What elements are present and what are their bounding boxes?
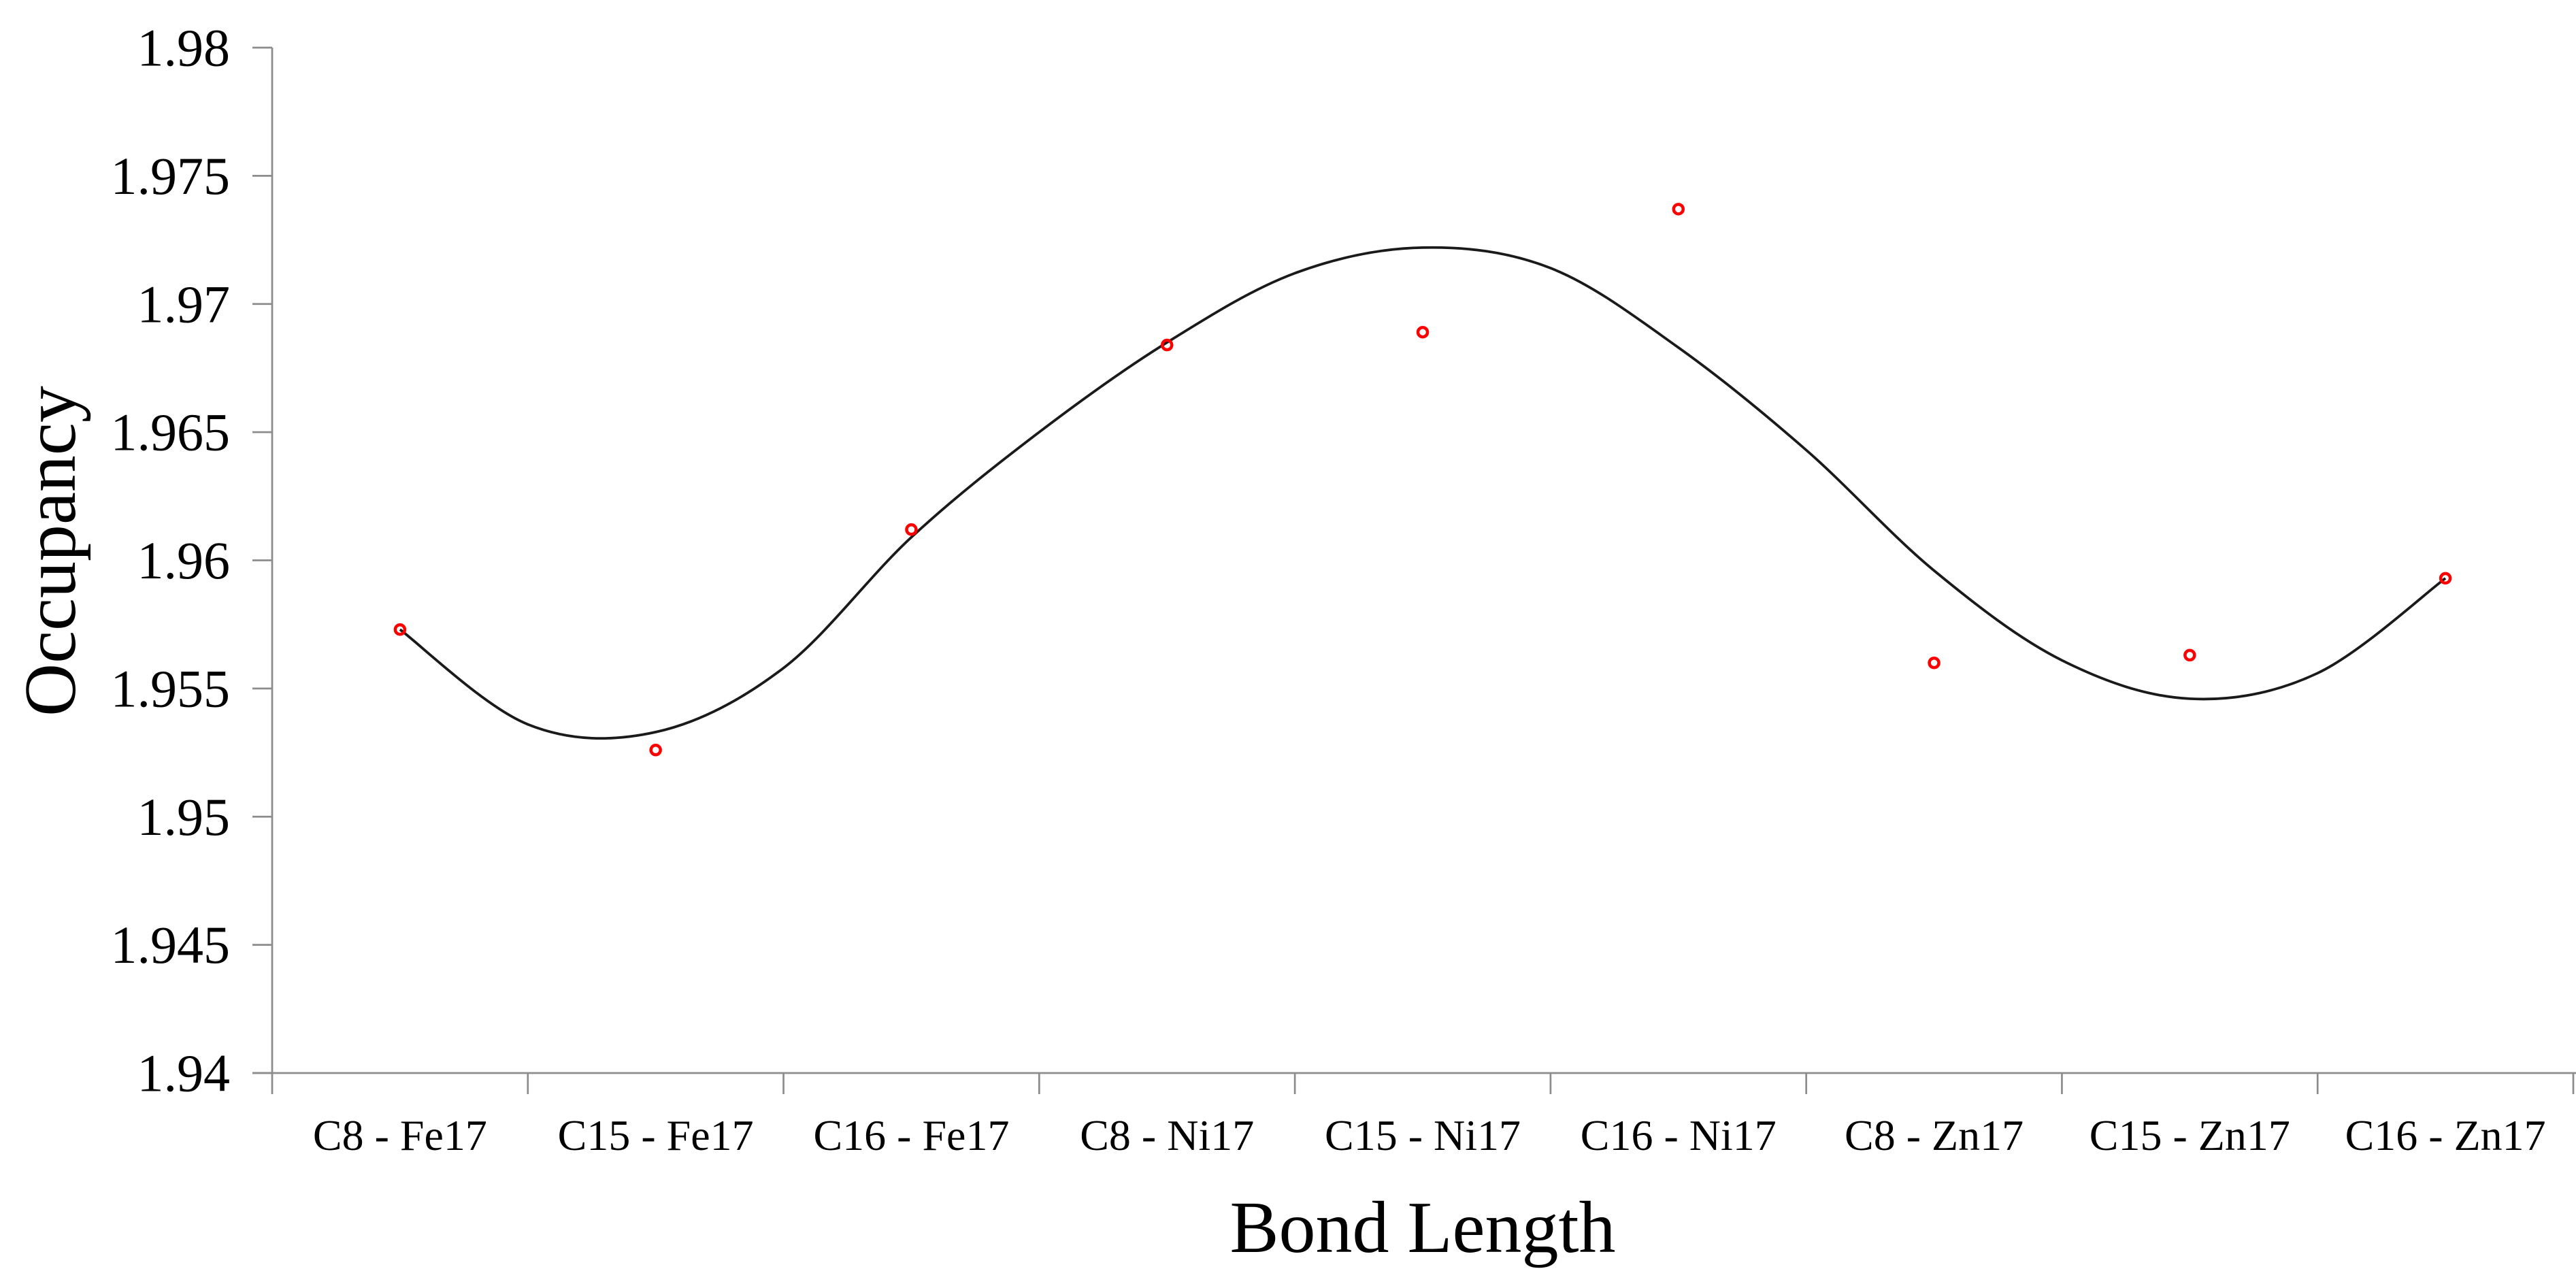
y-tick-label: 1.98 (137, 18, 231, 78)
x-tick-label: C8 - Zn17 (1845, 1111, 2024, 1159)
y-tick-label: 1.95 (137, 787, 231, 846)
y-tick-label: 1.965 (111, 403, 231, 462)
trendline-group (399, 246, 2447, 740)
data-point (1160, 338, 1174, 352)
y-tick-label: 1.955 (111, 659, 231, 718)
y-tick-label: 1.97 (137, 274, 231, 333)
data-point (2439, 572, 2452, 585)
y-tick-label: 1.94 (137, 1044, 231, 1103)
y-axis-ticks: 1.98 1.975 1.97 1.965 1.96 1.955 1.95 1.945 1.94 (111, 18, 272, 1103)
data-point (649, 744, 662, 757)
x-tick-label: C16 - Zn17 (2345, 1111, 2546, 1159)
trendline-curve (399, 246, 2447, 740)
data-point (1416, 325, 1430, 339)
x-axis-title: Bond Length (1230, 1187, 1616, 1268)
x-tick-label: C16 - Ni17 (1581, 1111, 1777, 1159)
x-tick-label: C8 - Ni17 (1080, 1111, 1254, 1159)
x-tick-label: C15 - Fe17 (558, 1111, 754, 1159)
data-point (1672, 203, 1685, 216)
x-tick-label: C16 - Fe17 (813, 1111, 1009, 1159)
data-point (1928, 656, 1941, 670)
x-tick-label: C15 - Zn17 (2090, 1111, 2290, 1159)
y-tick-label: 1.96 (137, 531, 231, 590)
y-tick-label: 1.945 (111, 915, 231, 974)
x-tick-label: C15 - Ni17 (1325, 1111, 1521, 1159)
data-point (393, 623, 407, 636)
data-point (2183, 648, 2196, 662)
y-tick-label: 1.975 (111, 146, 231, 205)
data-point (905, 523, 918, 536)
x-tick-label: C8 - Fe17 (313, 1111, 487, 1159)
y-axis-title: Occupancy (10, 386, 91, 716)
x-axis-ticks: C8 - Fe17 C15 - Fe17 C16 - Fe17 C8 - Ni17 C1… (271, 1073, 2575, 1159)
axis-lines (252, 48, 2576, 1074)
data-points-group (393, 203, 2452, 757)
